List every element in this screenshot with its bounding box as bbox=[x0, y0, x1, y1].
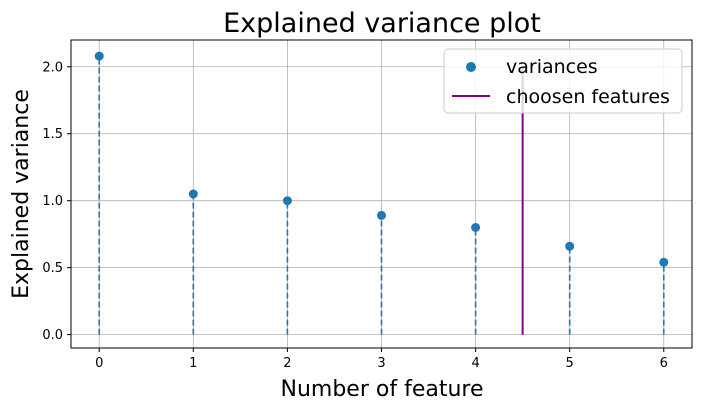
chart-title: Explained variance plot bbox=[223, 8, 541, 39]
x-tick-label: 5 bbox=[566, 356, 574, 371]
variance-point bbox=[188, 189, 198, 199]
y-tick-label: 1.0 bbox=[42, 194, 63, 209]
legend-box bbox=[443, 48, 683, 114]
variance-point bbox=[94, 51, 104, 61]
x-axis-ticks: 0 1 2 3 4 5 6 bbox=[95, 348, 668, 371]
y-tick-label: 0.0 bbox=[42, 328, 63, 343]
x-tick-label: 1 bbox=[189, 356, 197, 371]
variance-point bbox=[377, 210, 386, 220]
x-tick-label: 3 bbox=[377, 356, 385, 371]
x-tick-label: 6 bbox=[660, 356, 668, 371]
y-tick-label: 1.5 bbox=[42, 127, 63, 142]
variance-point bbox=[471, 222, 481, 232]
legend-choosen-features-label: choosen features bbox=[506, 86, 670, 108]
x-tick-label: 4 bbox=[471, 356, 479, 371]
variance-point bbox=[659, 257, 669, 267]
legend: variances choosen features bbox=[443, 48, 683, 114]
variance-stems bbox=[98, 56, 665, 335]
x-tick-label: 0 bbox=[95, 356, 103, 371]
y-axis-ticks: 0.0 0.5 1.0 1.5 2.0 bbox=[42, 60, 71, 343]
y-tick-label: 0.5 bbox=[42, 261, 63, 276]
variance-points bbox=[94, 51, 669, 267]
x-axis-label: Number of feature bbox=[281, 377, 484, 402]
x-tick-label: 2 bbox=[283, 356, 291, 371]
variance-point bbox=[282, 196, 292, 206]
y-tick-label: 2.0 bbox=[42, 60, 63, 75]
legend-variances-label: variances bbox=[506, 56, 598, 78]
variance-point bbox=[565, 241, 575, 251]
y-axis-label: Explained variance bbox=[9, 89, 34, 299]
legend-variances-marker bbox=[466, 62, 476, 72]
